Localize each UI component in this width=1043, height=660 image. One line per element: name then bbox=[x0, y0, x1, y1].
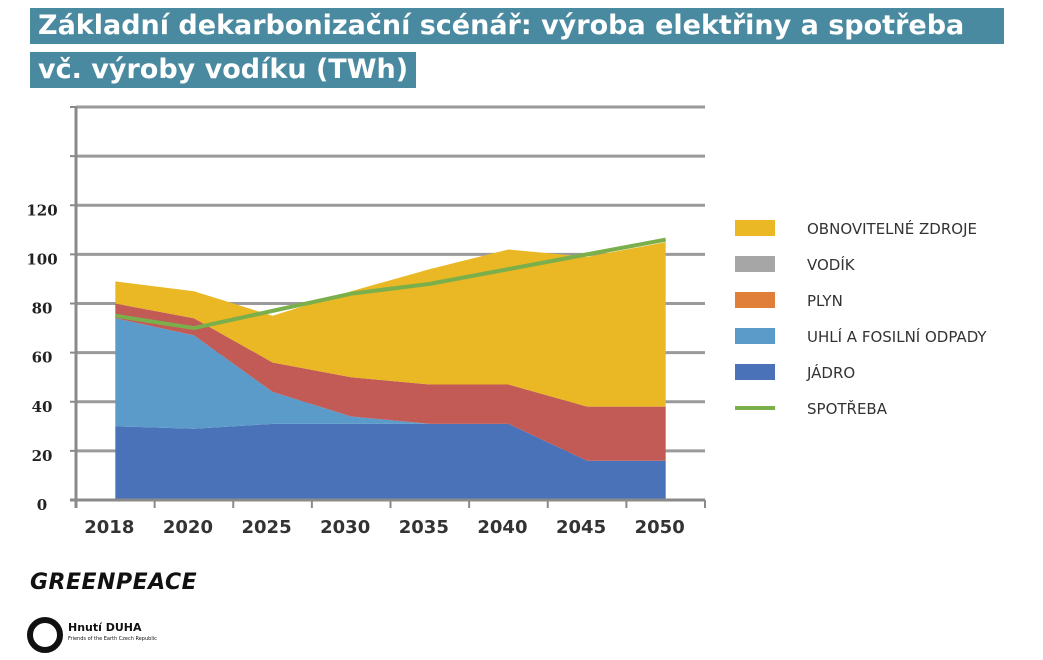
y-tick-label: 120 bbox=[26, 201, 57, 219]
legend-swatch bbox=[735, 220, 775, 236]
y-tick-label: 60 bbox=[32, 349, 53, 367]
legend-swatch bbox=[735, 256, 775, 272]
x-tick-label: 2040 bbox=[477, 517, 527, 538]
x-tick-label: 2045 bbox=[556, 517, 606, 538]
y-tick-label: 80 bbox=[32, 300, 53, 318]
legend-swatch bbox=[735, 364, 775, 380]
line-spotřeba bbox=[115, 237, 667, 331]
legend-swatch bbox=[735, 292, 775, 308]
duha-ring-icon bbox=[27, 617, 63, 653]
stacked-areas bbox=[115, 242, 666, 500]
chart-title-line-1: Základní dekarbonizační scénář: výroba e… bbox=[30, 8, 1004, 44]
x-tick-label: 2020 bbox=[163, 517, 213, 538]
consumption-line-layer bbox=[115, 237, 667, 331]
greenpeace-logo: GREENPEACE bbox=[30, 570, 198, 595]
duha-name: Hnutí DUHA bbox=[68, 621, 142, 634]
x-tick-label: 2025 bbox=[242, 517, 292, 538]
legend-label: VODÍK bbox=[807, 255, 856, 274]
y-tick-label: 40 bbox=[32, 398, 53, 416]
legend: OBNOVITELNÉ ZDROJE VODÍK PLYN UHLÍ A FOSILN… bbox=[735, 219, 987, 418]
legend-label: PLYN bbox=[807, 292, 843, 310]
x-tick-label: 2035 bbox=[399, 517, 449, 538]
chart-title-line-2: vč. výroby vodíku (TWh) bbox=[30, 52, 417, 88]
area-uhlí-a-fosilní-odpady bbox=[115, 318, 666, 461]
legend-label: UHLÍ A FOSILNÍ ODPADY bbox=[807, 327, 987, 346]
hnuti-duha-logo: Hnutí DUHA Friends of the Earth Czech Re… bbox=[24, 615, 184, 653]
y-tick-label: 20 bbox=[32, 447, 53, 465]
x-tick-label: 2018 bbox=[84, 517, 134, 538]
area-plyn bbox=[115, 303, 666, 461]
x-tick-label: 2030 bbox=[320, 517, 370, 538]
legend-label: OBNOVITELNÉ ZDROJE bbox=[807, 219, 977, 238]
y-tick-label: 100 bbox=[26, 250, 57, 268]
duha-subtitle: Friends of the Earth Czech Republic bbox=[68, 636, 157, 642]
area-jádro bbox=[115, 423, 666, 500]
y-tick-label: 0 bbox=[37, 496, 47, 514]
legend-label: JÁDRO bbox=[806, 363, 855, 382]
x-tick-label: 2050 bbox=[635, 517, 685, 538]
legend-swatch bbox=[735, 328, 775, 344]
legend-label: SPOTŘEBA bbox=[807, 399, 888, 418]
area-obnovitelné-zdroje bbox=[115, 242, 666, 407]
legend-swatch-line bbox=[735, 406, 775, 410]
